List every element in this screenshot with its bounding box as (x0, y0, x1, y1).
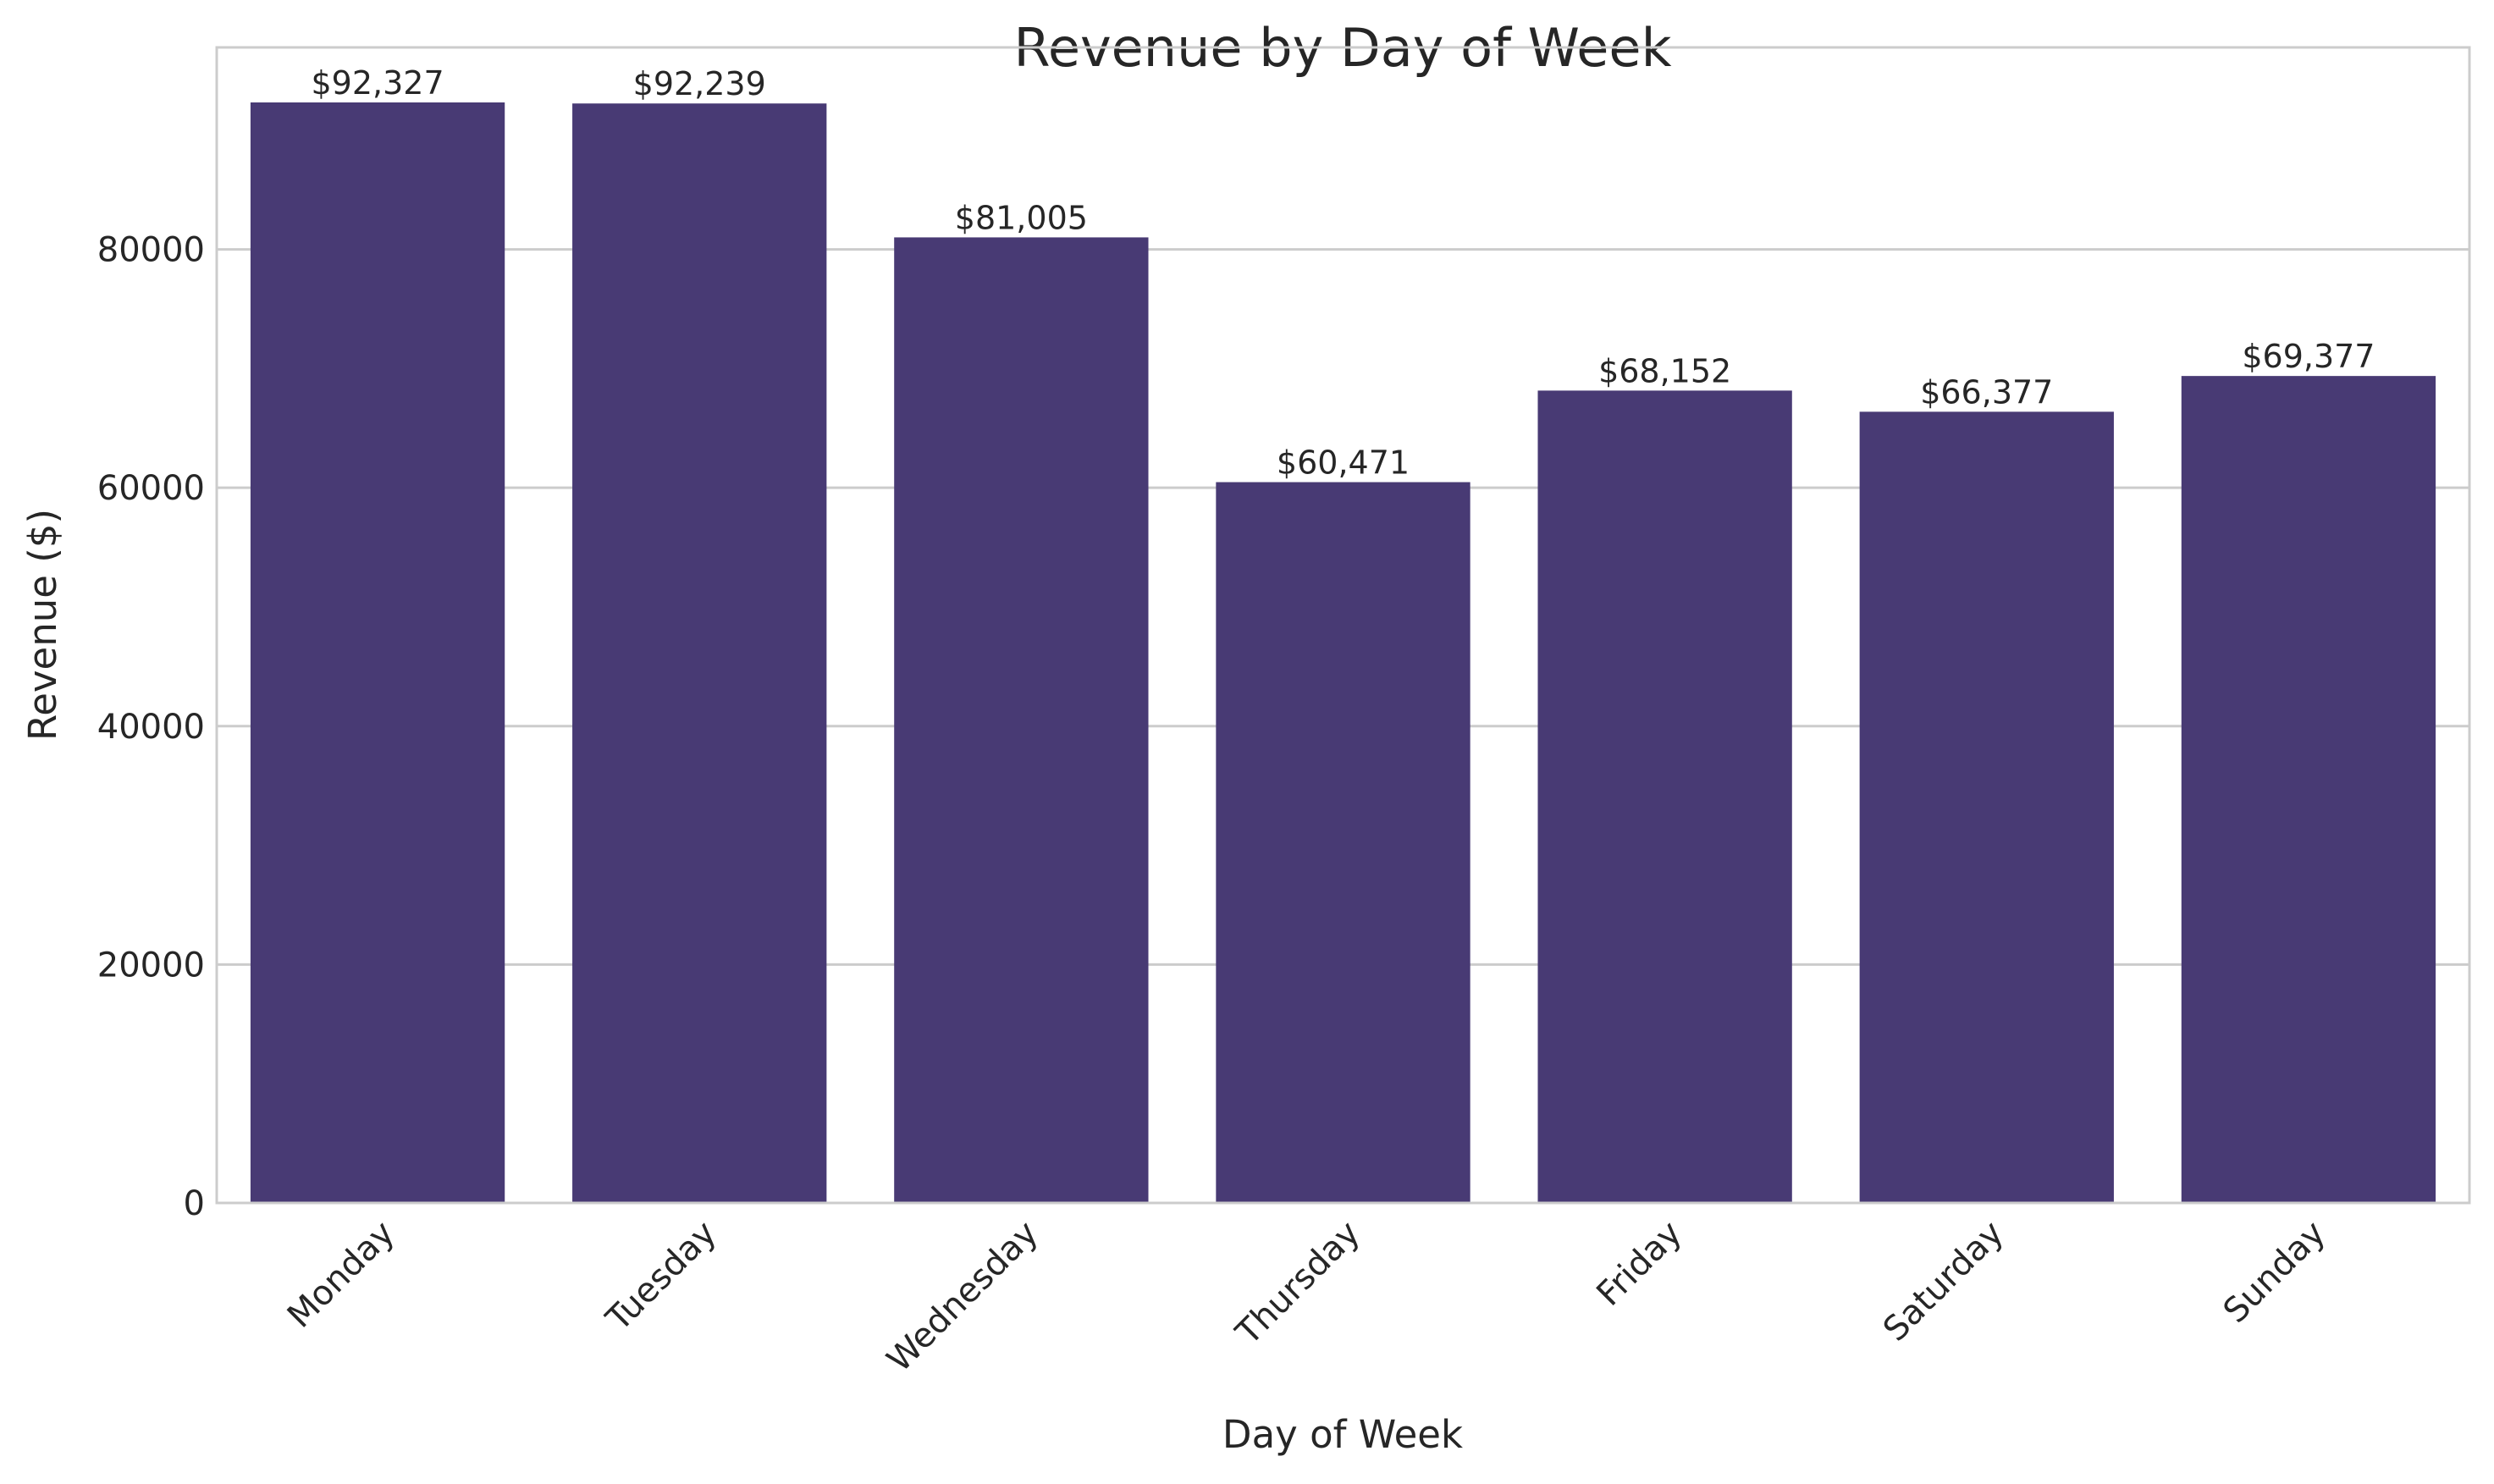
y-axis-label: Revenue ($) (20, 509, 65, 741)
value-label-wednesday: $81,005 (955, 199, 1088, 236)
value-label-monday: $92,327 (312, 64, 444, 102)
x-tick-label-sunday: Sunday (2216, 1214, 2333, 1331)
bar-wednesday (894, 237, 1149, 1203)
bar-saturday (1859, 411, 2114, 1203)
value-label-friday: $68,152 (1598, 352, 1731, 389)
value-label-sunday: $69,377 (2242, 338, 2375, 375)
x-tick-label-tuesday: Tuesday (599, 1214, 724, 1339)
bar-friday (1537, 390, 1792, 1204)
y-tick-label: 40000 (97, 708, 205, 747)
bar-tuesday (572, 103, 827, 1204)
x-tick-label-friday: Friday (1589, 1214, 1689, 1314)
value-label-saturday: $66,377 (1920, 373, 2053, 411)
y-tick-label: 0 (184, 1184, 205, 1223)
x-tick-labels: Monday Tuesday Wednesday Thursday Friday Satu… (280, 1214, 2333, 1380)
plot-frame (215, 46, 2471, 1205)
bars (250, 102, 2436, 1204)
value-label-tuesday: $92,239 (633, 65, 766, 102)
bar-thursday (1216, 482, 1470, 1203)
value-label-thursday: $60,471 (1277, 444, 1410, 482)
x-tick-label-wednesday: Wednesday (880, 1214, 1046, 1380)
bar-monday (250, 102, 505, 1203)
x-tick-label-thursday: Thursday (1228, 1214, 1368, 1354)
x-axis-label: Day of Week (1222, 1412, 1463, 1457)
value-labels: $92,327 $92,239 $81,005 $60,471 $68,152 $66,3… (312, 64, 2375, 482)
y-tick-label: 80000 (97, 231, 205, 270)
y-tick-label: 60000 (97, 469, 205, 508)
bar-sunday (2181, 376, 2436, 1204)
y-tick-label: 20000 (97, 946, 205, 985)
x-tick-label-saturday: Saturday (1876, 1214, 2011, 1349)
y-tick-labels: 0 20000 40000 60000 80000 (97, 231, 205, 1223)
x-tick-label-monday: Monday (280, 1214, 402, 1336)
